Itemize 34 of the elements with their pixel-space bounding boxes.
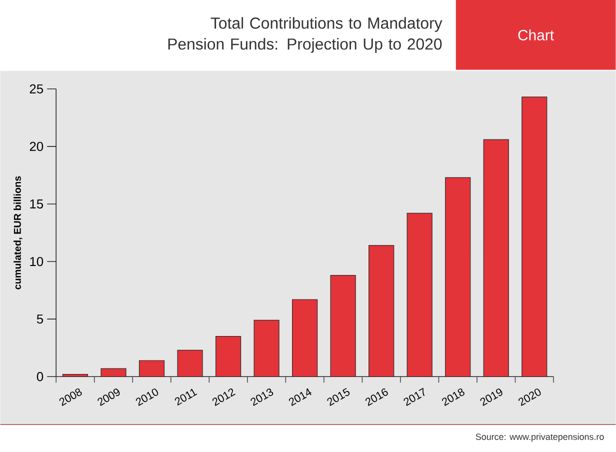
y-tick-label: 5 <box>36 314 44 324</box>
x-tick-label: 2017 <box>404 388 425 406</box>
x-tick-label: 2015 <box>327 388 350 406</box>
bar <box>522 96 548 377</box>
x-tick-label: 2011 <box>174 388 198 406</box>
y-tick-label: 15 <box>30 200 44 209</box>
bar <box>483 139 509 377</box>
y-axis-title: cumulated, EUR billions <box>14 176 22 290</box>
y-tick-label: 20 <box>30 142 44 152</box>
x-tick-label: 2012 <box>212 388 236 406</box>
y-tick-label: 0 <box>36 372 44 382</box>
bar <box>292 299 318 377</box>
bar <box>406 213 432 377</box>
x-tick-label: 2016 <box>365 388 388 406</box>
bar <box>368 245 394 377</box>
x-tick-label: 2013 <box>250 388 274 406</box>
chart-title: Total Contributions to Mandatory Pension Funds: Projection Up to 2020 <box>168 17 442 54</box>
x-tick-label: 2009 <box>98 388 120 406</box>
text: Chart <box>518 30 554 41</box>
source-note: Source: www.privatepensions.ro <box>476 434 604 442</box>
bar <box>330 275 356 377</box>
bar <box>177 350 203 377</box>
x-tick-label: 2019 <box>480 388 502 406</box>
bar <box>216 336 242 377</box>
x-tick-label: 2008 <box>59 388 82 406</box>
bar <box>445 177 471 377</box>
x-tick-label: 2014 <box>288 388 312 406</box>
y-tick-label: 10 <box>30 257 44 266</box>
x-tick-label: 2018 <box>442 388 464 406</box>
x-tick-label: 2010 <box>136 388 158 406</box>
bar <box>138 360 165 377</box>
bar <box>254 320 280 377</box>
y-tick-label: 25 <box>30 84 44 94</box>
x-tick-label: 2020 <box>518 388 541 406</box>
